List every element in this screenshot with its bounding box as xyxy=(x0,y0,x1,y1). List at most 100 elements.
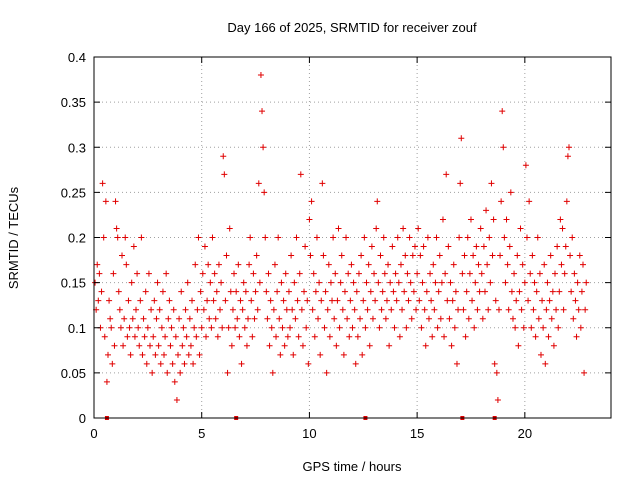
x-tick-label: 15 xyxy=(410,426,424,441)
data-point xyxy=(205,261,212,268)
data-point xyxy=(383,297,390,304)
data-point xyxy=(330,234,337,241)
data-point xyxy=(344,315,351,322)
data-point xyxy=(195,234,202,241)
data-point xyxy=(119,252,126,259)
data-point xyxy=(407,279,414,286)
data-point xyxy=(184,279,191,286)
data-point xyxy=(169,360,176,367)
data-point xyxy=(569,234,576,241)
data-point xyxy=(318,297,325,304)
data-point xyxy=(512,324,519,331)
data-point xyxy=(469,297,476,304)
data-point xyxy=(470,252,477,259)
data-point xyxy=(115,288,122,295)
data-point xyxy=(177,369,184,376)
data-point xyxy=(404,270,411,277)
data-point xyxy=(542,360,549,367)
data-point xyxy=(428,297,435,304)
data-point xyxy=(499,108,506,115)
data-point xyxy=(208,324,215,331)
data-point xyxy=(223,252,230,259)
data-point xyxy=(572,297,579,304)
data-point xyxy=(298,306,305,313)
data-point xyxy=(145,270,152,277)
data-point xyxy=(411,243,418,250)
x-tick-labels: 0 5 10 15 20 xyxy=(90,426,532,441)
data-point xyxy=(251,315,258,322)
data-point xyxy=(247,234,254,241)
data-point xyxy=(201,243,208,250)
data-point xyxy=(181,360,188,367)
data-point xyxy=(555,324,562,331)
data-point xyxy=(155,342,162,349)
data-point xyxy=(530,306,537,313)
data-point xyxy=(378,306,385,313)
data-point xyxy=(414,270,421,277)
data-point xyxy=(253,252,260,259)
data-point xyxy=(325,261,332,268)
data-point xyxy=(463,288,470,295)
data-point xyxy=(491,360,498,367)
data-point xyxy=(229,306,236,313)
data-point xyxy=(278,279,285,286)
data-point xyxy=(322,288,329,295)
data-point xyxy=(452,288,459,295)
data-point xyxy=(347,297,354,304)
data-point xyxy=(241,324,248,331)
data-point xyxy=(117,324,124,331)
data-point xyxy=(485,306,492,313)
data-point xyxy=(283,306,290,313)
data-point xyxy=(277,351,284,358)
data-point xyxy=(135,324,142,331)
data-point xyxy=(246,261,253,268)
data-point xyxy=(379,288,386,295)
data-point xyxy=(505,306,512,313)
data-point xyxy=(321,324,328,331)
data-point xyxy=(507,189,514,196)
data-point xyxy=(488,180,495,187)
data-point xyxy=(232,324,239,331)
data-point xyxy=(453,360,460,367)
data-point xyxy=(343,234,350,241)
data-point xyxy=(113,225,120,232)
data-point xyxy=(186,315,193,322)
data-point xyxy=(140,315,147,322)
data-point xyxy=(526,198,533,205)
data-point xyxy=(551,270,558,277)
data-point xyxy=(415,225,422,232)
data-point xyxy=(131,333,138,340)
data-point xyxy=(369,315,376,322)
data-point xyxy=(539,297,546,304)
data-point xyxy=(400,225,407,232)
data-point xyxy=(556,288,563,295)
y-tick-label: 0.35 xyxy=(61,95,86,110)
data-point xyxy=(313,234,320,241)
data-point xyxy=(579,261,586,268)
data-point xyxy=(192,261,199,268)
data-point xyxy=(462,333,469,340)
data-point xyxy=(236,333,243,340)
data-point xyxy=(484,261,491,268)
data-point xyxy=(503,216,510,223)
data-point xyxy=(303,324,310,331)
data-point xyxy=(372,297,379,304)
data-point xyxy=(493,369,500,376)
data-point xyxy=(256,279,263,286)
data-point xyxy=(377,252,384,259)
data-point xyxy=(437,315,444,322)
data-point xyxy=(450,261,457,268)
data-point xyxy=(492,297,499,304)
data-point xyxy=(226,225,233,232)
data-point xyxy=(502,279,509,286)
data-point xyxy=(126,324,133,331)
data-point xyxy=(133,306,140,313)
data-point xyxy=(473,243,480,250)
data-point xyxy=(577,324,584,331)
data-point xyxy=(334,297,341,304)
data-point xyxy=(338,252,345,259)
data-point xyxy=(319,180,326,187)
y-tick-label: 0.2 xyxy=(68,231,86,246)
data-point xyxy=(210,297,217,304)
data-point xyxy=(417,252,424,259)
